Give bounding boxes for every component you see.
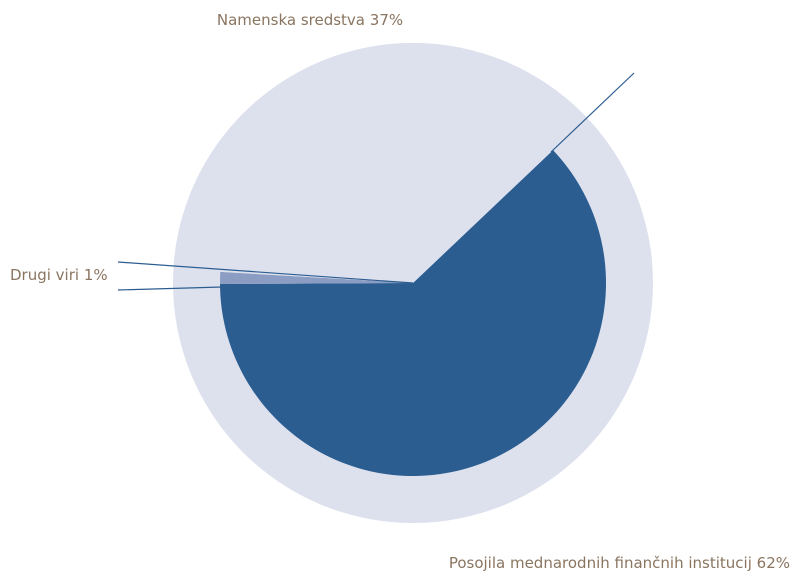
value-label: 62% <box>757 554 790 572</box>
pie-slice <box>220 150 607 476</box>
value-label: 1% <box>84 266 108 284</box>
pie-slice <box>173 42 588 284</box>
pie-slice <box>219 271 413 285</box>
slice-label: Drugi viri 1% <box>10 266 108 284</box>
category-label: Namenska sredstva <box>217 11 365 29</box>
slice-label: Posojila mednarodnih finančnih instituci… <box>449 554 790 572</box>
slices <box>173 42 607 476</box>
slice-label: Namenska sredstva 37% <box>217 11 403 29</box>
leader-line <box>117 286 223 291</box>
category-label: Drugi viri <box>10 266 79 284</box>
leader-line <box>550 72 635 153</box>
value-label: 37% <box>370 11 403 29</box>
category-label: Posojila mednarodnih finančnih instituci… <box>449 554 752 572</box>
leader-line <box>117 261 414 284</box>
